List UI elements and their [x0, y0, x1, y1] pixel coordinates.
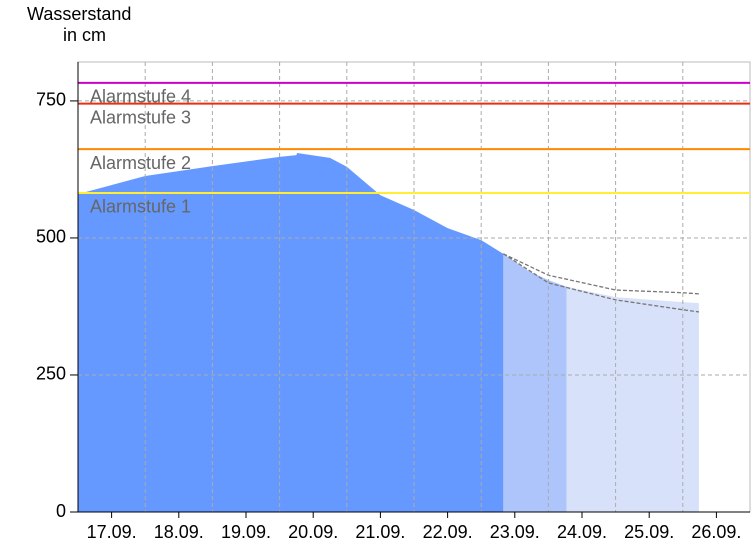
alarm-label: Alarmstufe 4 — [90, 87, 191, 107]
area — [78, 152, 504, 512]
x-tick-label: 19.09. — [221, 522, 271, 542]
y-axis-title: in cm — [63, 25, 106, 45]
x-tick-label: 17.09. — [87, 522, 137, 542]
alarm-label: Alarmstufe 3 — [90, 107, 191, 127]
x-tick-label: 20.09. — [288, 522, 338, 542]
y-tick-label: 0 — [56, 501, 66, 521]
alarm-label: Alarmstufe 1 — [90, 197, 191, 217]
y-tick-label: 250 — [36, 364, 66, 384]
area — [566, 286, 699, 512]
y-tick-label: 750 — [36, 90, 66, 110]
x-tick-label: 26.09. — [691, 522, 741, 542]
x-tick-label: 23.09. — [490, 522, 540, 542]
area — [503, 253, 567, 512]
x-tick-label: 24.09. — [557, 522, 607, 542]
y-tick-label: 500 — [36, 227, 66, 247]
y-axis-title: Wasserstand — [27, 4, 131, 24]
x-tick-label: 25.09. — [624, 522, 674, 542]
x-tick-label: 21.09. — [355, 522, 405, 542]
x-tick-label: 18.09. — [154, 522, 204, 542]
forecast-bound — [503, 253, 700, 313]
alarm-label: Alarmstufe 2 — [90, 153, 191, 173]
forecast-bound — [503, 253, 699, 295]
x-tick-label: 22.09. — [423, 522, 473, 542]
